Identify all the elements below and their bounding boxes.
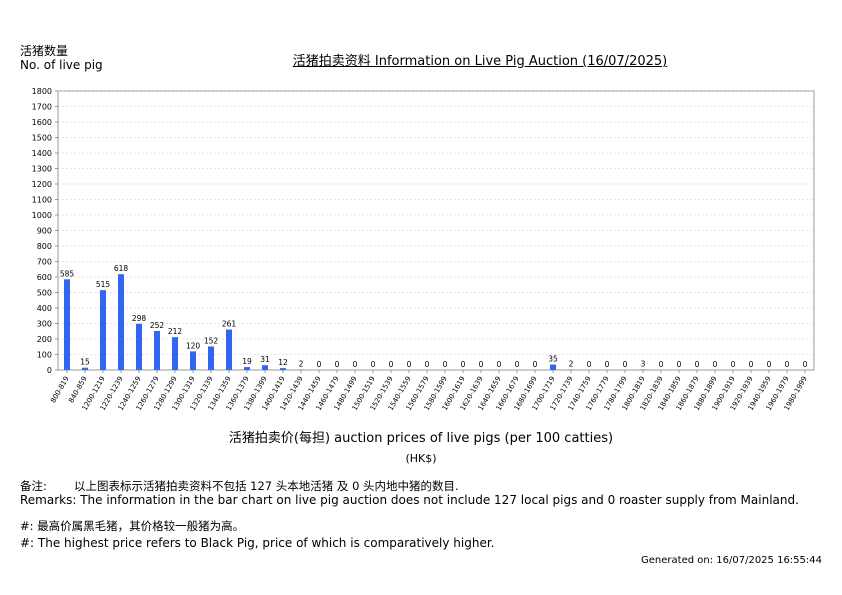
y-tick-label: 1700 bbox=[32, 103, 52, 112]
bar bbox=[118, 274, 124, 370]
x-axis-title: 活猪拍卖价(每担) auction prices of live pigs (p… bbox=[228, 431, 614, 446]
data-label: 515 bbox=[96, 280, 111, 289]
remark-zh: 以上图表标示活猪拍卖资料不包括 127 头本地活猪 及 0 头内地中猪的数目. bbox=[74, 479, 459, 493]
bar bbox=[550, 364, 556, 370]
y-tick-label: 200 bbox=[37, 335, 52, 344]
data-label: 0 bbox=[353, 360, 358, 369]
bar bbox=[190, 351, 196, 370]
note-en: #: The highest price refers to Black Pig… bbox=[20, 536, 495, 550]
data-label: 3 bbox=[641, 360, 646, 369]
data-label: 0 bbox=[371, 360, 376, 369]
remark-en: Remarks: The information in the bar char… bbox=[20, 493, 799, 507]
data-label: 618 bbox=[114, 264, 129, 273]
bar bbox=[100, 290, 106, 370]
data-label: 0 bbox=[587, 360, 592, 369]
data-label: 0 bbox=[533, 360, 538, 369]
bar bbox=[208, 346, 214, 370]
y-tick-label: 0 bbox=[47, 366, 52, 375]
note-zh: #: 最高价属黑毛猪，其价格较一般猪为高。 bbox=[20, 519, 245, 533]
data-label: 0 bbox=[515, 360, 520, 369]
bar bbox=[280, 368, 286, 370]
data-label: 0 bbox=[731, 360, 736, 369]
y-tick-label: 1800 bbox=[32, 87, 52, 96]
y-tick-label: 600 bbox=[37, 273, 52, 282]
data-label: 298 bbox=[132, 314, 147, 323]
y-tick-label: 1600 bbox=[32, 118, 52, 127]
data-label: 2 bbox=[569, 360, 574, 369]
bar-chart: 0100200300400500600700800900100011001200… bbox=[32, 87, 815, 412]
bar bbox=[82, 367, 88, 370]
data-label: 0 bbox=[749, 360, 754, 369]
y-tick-label: 700 bbox=[37, 258, 52, 267]
data-label: 152 bbox=[204, 336, 219, 345]
data-label: 252 bbox=[150, 321, 165, 330]
data-label: 585 bbox=[60, 269, 75, 278]
data-label: 0 bbox=[623, 360, 628, 369]
data-label: 0 bbox=[461, 360, 466, 369]
data-label: 0 bbox=[803, 360, 808, 369]
data-label: 0 bbox=[389, 360, 394, 369]
data-label: 0 bbox=[677, 360, 682, 369]
bar bbox=[172, 337, 178, 370]
y-tick-label: 800 bbox=[37, 242, 52, 251]
currency-unit: (HK$) bbox=[405, 452, 437, 465]
y-tick-label: 300 bbox=[37, 320, 52, 329]
data-label: 0 bbox=[767, 360, 772, 369]
y-tick-label: 1300 bbox=[32, 165, 52, 174]
data-label: 15 bbox=[80, 358, 90, 367]
bar bbox=[154, 330, 160, 370]
bar bbox=[64, 279, 70, 370]
data-label: 0 bbox=[407, 360, 412, 369]
data-label: 0 bbox=[605, 360, 610, 369]
y-tick-label: 900 bbox=[37, 227, 52, 236]
data-label: 35 bbox=[548, 355, 558, 364]
y-axis-title-en: No. of live pig bbox=[20, 58, 103, 72]
data-label: 0 bbox=[785, 360, 790, 369]
data-label: 261 bbox=[222, 320, 237, 329]
data-label: 0 bbox=[317, 360, 322, 369]
y-tick-label: 1400 bbox=[32, 149, 52, 158]
data-label: 0 bbox=[443, 360, 448, 369]
bar bbox=[244, 367, 250, 370]
y-tick-label: 1200 bbox=[32, 180, 52, 189]
data-label: 0 bbox=[713, 360, 718, 369]
data-label: 0 bbox=[497, 360, 502, 369]
chart-title: 活猪拍卖资料 Information on Live Pig Auction (… bbox=[292, 54, 668, 69]
remark-label-zh: 备注: bbox=[20, 479, 47, 493]
bar bbox=[262, 365, 268, 370]
data-label: 0 bbox=[335, 360, 340, 369]
y-tick-label: 500 bbox=[37, 289, 52, 298]
bar bbox=[136, 323, 142, 370]
generated-timestamp: Generated on: 16/07/2025 16:55:44 bbox=[641, 555, 822, 566]
y-axis-title-zh: 活猪数量 bbox=[20, 44, 69, 58]
data-label: 19 bbox=[242, 357, 252, 366]
y-tick-label: 1100 bbox=[32, 196, 52, 205]
data-label: 0 bbox=[695, 360, 700, 369]
data-label: 0 bbox=[425, 360, 430, 369]
data-label: 0 bbox=[659, 360, 664, 369]
data-label: 0 bbox=[479, 360, 484, 369]
bar bbox=[226, 329, 232, 370]
y-tick-label: 400 bbox=[37, 304, 52, 313]
data-label: 31 bbox=[260, 355, 270, 364]
y-tick-label: 100 bbox=[37, 351, 52, 360]
y-tick-label: 1500 bbox=[32, 134, 52, 143]
y-tick-label: 1000 bbox=[32, 211, 52, 220]
data-label: 2 bbox=[299, 360, 304, 369]
data-label: 12 bbox=[278, 358, 288, 367]
data-label: 212 bbox=[168, 327, 183, 336]
data-label: 120 bbox=[186, 341, 201, 350]
